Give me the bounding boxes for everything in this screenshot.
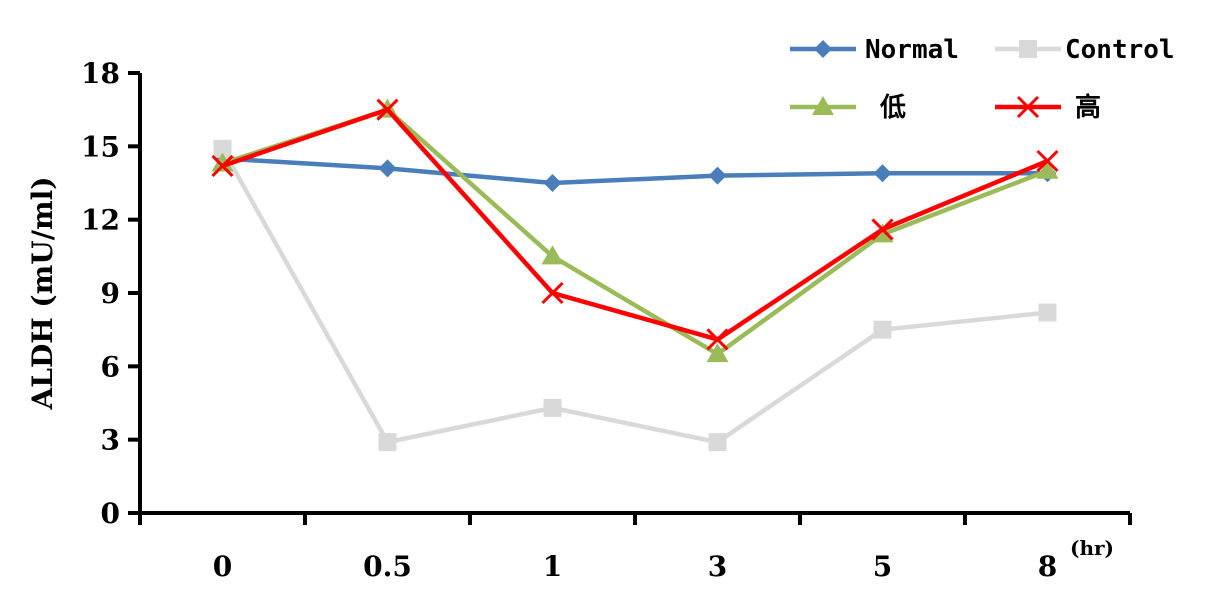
data-point: [871, 218, 894, 241]
y-tick-label: 15: [81, 130, 120, 163]
x-tick-label: 0.5: [363, 550, 412, 583]
y-tick-label: 3: [101, 424, 120, 457]
data-point: [211, 152, 234, 172]
data-point: [706, 343, 729, 363]
y-tick-label: 12: [81, 204, 120, 237]
legend-item: 高: [995, 92, 1101, 123]
series-group: [213, 149, 1057, 192]
data-point: [213, 139, 232, 158]
legend-item: Normal: [790, 35, 959, 65]
series-layer: [211, 98, 1059, 452]
legend-swatch-marker: [1016, 95, 1040, 119]
data-point: [543, 398, 562, 417]
series-line: [220, 147, 1048, 445]
x-tick-label: 0: [213, 550, 232, 583]
x-tick-label: 5: [873, 550, 892, 583]
series-group: [213, 139, 1057, 452]
data-point: [543, 174, 562, 192]
y-tick-label: 6: [101, 350, 120, 383]
legend-item: 低: [790, 93, 906, 123]
data-point: [541, 245, 564, 265]
y-tick-label: 9: [101, 277, 120, 310]
data-point: [1036, 159, 1059, 179]
series-line: [221, 107, 1049, 342]
legend-swatch-marker: [814, 40, 832, 58]
data-point: [708, 166, 727, 185]
legend: Normal Control 低 高: [790, 35, 1175, 123]
data-point: [873, 164, 892, 183]
y-tick-label: 0: [101, 497, 120, 530]
data-point: [873, 320, 892, 339]
legend-swatch-marker: [1019, 40, 1037, 58]
data-point: [376, 98, 399, 121]
x-tick-label: 1: [543, 550, 562, 583]
data-point: [871, 223, 894, 243]
legend-label: Normal: [865, 35, 959, 65]
x-tick-label: 3: [708, 550, 727, 583]
data-point: [1036, 149, 1059, 173]
x-axis-unit-label: (hr): [1070, 536, 1114, 560]
x-tick-label: 8: [1038, 550, 1057, 583]
data-point: [708, 433, 727, 452]
data-point: [378, 433, 397, 452]
legend-label: 低: [879, 93, 906, 123]
data-point: [211, 154, 234, 177]
series-group: [211, 98, 1059, 351]
legend-item: Control: [995, 35, 1175, 65]
data-point: [706, 328, 729, 351]
y-axis-title: ALDH (mU/ml): [26, 177, 59, 411]
y-tick-label: 18: [81, 57, 120, 90]
data-point: [1038, 303, 1057, 322]
legend-swatch-marker: [812, 96, 834, 115]
axes: 0 3 6 9 12 15 18 0 0.5 1 3 5 8: [81, 57, 1132, 583]
data-point: [541, 281, 564, 305]
data-point: [378, 159, 397, 178]
legend-label: 高: [1075, 92, 1101, 123]
legend-label: Control: [1065, 35, 1175, 65]
series-line: [222, 156, 1048, 186]
